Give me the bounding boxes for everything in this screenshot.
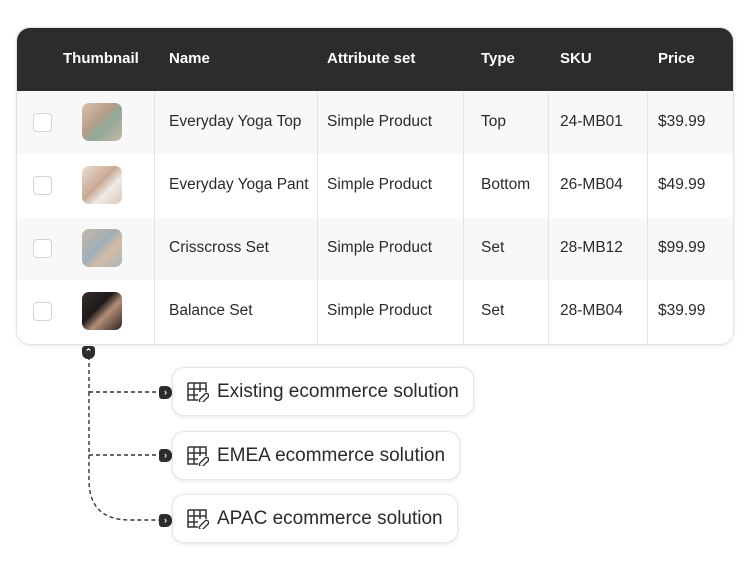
attribute-set: Simple Product [327,176,433,193]
price: $39.99 [658,302,706,319]
product-thumbnail [82,166,122,204]
sku: 24-MB01 [560,113,623,130]
product-name: Everyday Yoga Pant [169,176,309,193]
solution-existing[interactable]: Existing ecommerce solution [172,367,474,416]
table-header: Thumbnail Name Attribute set Type SKU Pr… [17,28,733,91]
column-header-price[interactable]: Price [658,50,695,67]
column-divider [317,91,318,344]
product-name: Crisscross Set [169,239,269,256]
chevron-right-icon: › [159,449,172,462]
column-divider [548,91,549,344]
solution-label: Existing ecommerce solution [217,380,459,402]
collapse-chevron-up-icon[interactable]: ⌃ [82,346,95,359]
price: $49.99 [658,176,706,193]
table-row[interactable]: Balance Set Simple Product Set 28-MB04 $… [17,280,733,344]
row-checkbox[interactable] [33,239,52,258]
column-header-sku[interactable]: SKU [560,50,592,67]
sku: 28-MB04 [560,302,623,319]
product-thumbnail [82,229,122,267]
solution-label: APAC ecommerce solution [217,507,443,529]
solution-apac[interactable]: APAC ecommerce solution [172,494,458,543]
column-header-attribute-set[interactable]: Attribute set [327,50,416,67]
chevron-right-icon: › [159,386,172,399]
product-thumbnail [82,103,122,141]
table-row[interactable]: Crisscross Set Simple Product Set 28-MB1… [17,217,733,280]
row-checkbox[interactable] [33,113,52,132]
column-header-thumbnail[interactable]: Thumbnail [63,50,139,67]
sku: 28-MB12 [560,239,623,256]
row-checkbox[interactable] [33,176,52,195]
solution-label: EMEA ecommerce solution [217,444,446,466]
product-type: Set [481,239,505,256]
product-type: Top [481,113,506,130]
attribute-set: Simple Product [327,302,433,319]
column-header-name[interactable]: Name [169,50,210,67]
table-link-icon [187,445,209,466]
table-row[interactable]: Everyday Yoga Top Simple Product Top 24-… [17,91,733,154]
price: $99.99 [658,239,706,256]
product-type: Bottom [481,176,531,193]
attribute-set: Simple Product [327,113,433,130]
price: $39.99 [658,113,706,130]
attribute-set: Simple Product [327,239,433,256]
product-type: Set [481,302,505,319]
product-name: Balance Set [169,302,253,319]
chevron-right-icon: › [159,514,172,527]
table-link-icon [187,381,209,402]
row-checkbox[interactable] [33,302,52,321]
column-divider [154,91,155,344]
solution-emea[interactable]: EMEA ecommerce solution [172,431,461,480]
product-name: Everyday Yoga Top [169,113,302,130]
sku: 26-MB04 [560,176,623,193]
column-divider [463,91,464,344]
table-row[interactable]: Everyday Yoga Pant Simple Product Bottom… [17,154,733,217]
column-header-type[interactable]: Type [481,50,515,67]
column-divider [647,91,648,344]
table-link-icon [187,508,209,529]
product-thumbnail [82,292,122,330]
product-table: Thumbnail Name Attribute set Type SKU Pr… [16,27,734,345]
